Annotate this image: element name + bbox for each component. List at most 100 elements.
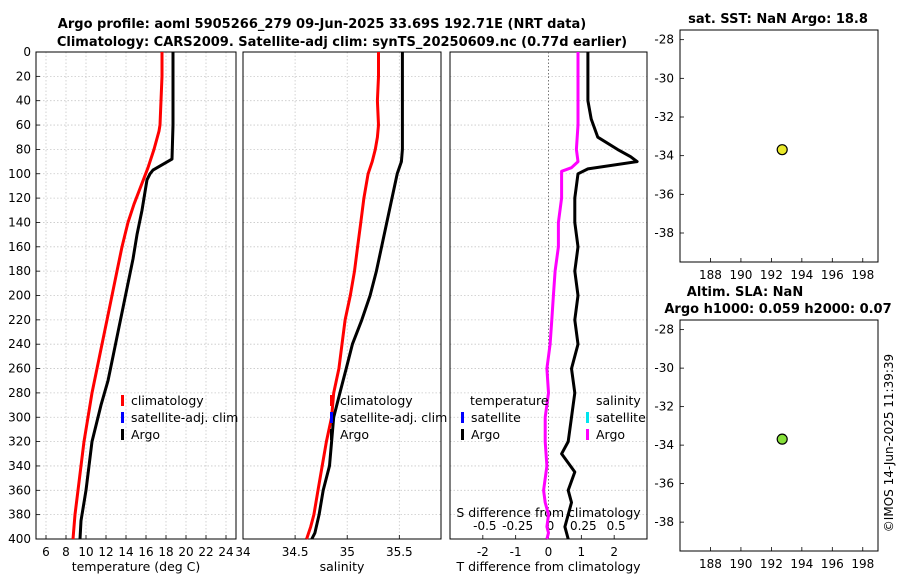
- sst_map-ytick-label: -38: [654, 226, 674, 240]
- s-diff-tick-label: 0.5: [607, 519, 626, 533]
- differences-xtick-label: 2: [610, 545, 618, 559]
- sst_map-ytick-label: -30: [654, 71, 674, 85]
- legend-t-argo-label: Argo: [471, 427, 500, 442]
- s-diff-tick-label: 0: [547, 519, 555, 533]
- salinity-xlabel: salinity: [320, 559, 365, 574]
- temperature-plot-area: [36, 52, 236, 539]
- legend-salinity-title: salinity: [596, 393, 641, 408]
- depth-tick-label: 160: [8, 240, 31, 254]
- differences-xlabel: T difference from climatology: [455, 559, 641, 574]
- temperature-legend-0-swatch: [121, 395, 124, 406]
- temperature-xtick-label: 16: [138, 545, 153, 559]
- sst_map-xtick-label: 188: [699, 268, 722, 282]
- temperature-legend-0-label: climatology: [131, 393, 204, 408]
- argo-temperature-diff-line: [560, 52, 639, 540]
- depth-tick-label: 200: [8, 289, 31, 303]
- depth-tick-label: 180: [8, 264, 31, 278]
- sla_map-ytick-label: -38: [654, 515, 674, 529]
- legend-t-satellite-swatch: [461, 412, 464, 423]
- temperature-xtick-label: 8: [62, 545, 70, 559]
- depth-tick-label: 260: [8, 362, 31, 376]
- sla_map-ytick-label: -32: [654, 400, 674, 414]
- legend-temperature-title: temperature: [470, 393, 549, 408]
- temperature-xtick-label: 18: [158, 545, 173, 559]
- sla_map-xtick-label: 192: [760, 557, 783, 571]
- figure-title-line2: Climatology: CARS2009. Satellite-adj cli…: [57, 35, 627, 50]
- temperature-argo-line: [78, 52, 175, 540]
- s-diff-tick-label: -0.25: [502, 519, 533, 533]
- sla_map-ytick-label: -30: [654, 361, 674, 375]
- salinity-xtick-label: 35: [340, 545, 355, 559]
- salinity-xtick-label: 35.5: [386, 545, 413, 559]
- depth-tick-label: 60: [16, 118, 31, 132]
- temperature-xtick-label: 14: [118, 545, 133, 559]
- depth-tick-label: 280: [8, 386, 31, 400]
- sla_map-xtick-label: 188: [699, 557, 722, 571]
- sst_map-ytick-label: -28: [654, 33, 674, 47]
- legend-t-argo-swatch: [461, 429, 464, 440]
- sla-panel-title-line1: Altim. SLA: NaN: [687, 285, 803, 300]
- salinity-legend-1-label: satellite-adj. clim: [340, 410, 447, 425]
- sla_map-xtick-label: 194: [790, 557, 813, 571]
- depth-tick-label: 360: [8, 483, 31, 497]
- depth-tick-label: 120: [8, 191, 31, 205]
- temperature-xtick-label: 6: [42, 545, 50, 559]
- salinity-xtick-label: 34: [235, 545, 250, 559]
- differences-xtick-label: 0: [545, 545, 553, 559]
- salinity-legend-2-swatch: [330, 429, 333, 440]
- depth-tick-label: 300: [8, 410, 31, 424]
- depth-tick-label: 140: [8, 215, 31, 229]
- salinity-legend-0-label: climatology: [340, 393, 413, 408]
- legend-s-satellite-label: satellite: [596, 410, 646, 425]
- sst_map-ytick-label: -32: [654, 110, 674, 124]
- salinity-xtick-label: 34.5: [282, 545, 309, 559]
- differences-xtick-label: -1: [510, 545, 522, 559]
- sla_map-ytick-label: -34: [654, 438, 674, 452]
- sst_map-argo-location-marker: [776, 144, 788, 156]
- depth-tick-label: 80: [16, 142, 31, 156]
- depth-tick-label: 220: [8, 313, 31, 327]
- salinity-axes-frame: [242, 51, 442, 540]
- s-diff-tick-label: 0.25: [570, 519, 597, 533]
- sla_map-xtick-label: 198: [851, 557, 874, 571]
- temperature-xlabel: temperature (deg C): [72, 559, 201, 574]
- salinity-legend-0-swatch: [330, 395, 333, 406]
- depth-tick-label: 0: [23, 45, 31, 59]
- legend-s-satellite-swatch: [586, 412, 589, 423]
- legend-s-argo-label: Argo: [596, 427, 625, 442]
- depth-tick-label: 240: [8, 337, 31, 351]
- temperature-legend-2-swatch: [121, 429, 124, 440]
- differences-xtick-label: 1: [578, 545, 586, 559]
- temperature-legend-1-swatch: [121, 412, 124, 423]
- temperature-xtick-label: 22: [198, 545, 213, 559]
- temperature-xtick-label: 24: [218, 545, 233, 559]
- sst_map-xtick-label: 198: [851, 268, 874, 282]
- sla_map-xtick-label: 196: [821, 557, 844, 571]
- sla_map-xtick-label: 190: [729, 557, 752, 571]
- s-diff-tick-label: -0.5: [473, 519, 496, 533]
- timestamp-stamp: ©IMOS 14-Jun-2025 11:39:39: [882, 354, 896, 532]
- salinity-legend-2-label: Argo: [340, 427, 369, 442]
- depth-tick-label: 20: [16, 69, 31, 83]
- sst_map-xtick-label: 190: [729, 268, 752, 282]
- sst_map-ytick-label: -36: [654, 187, 674, 201]
- temperature-xtick-label: 12: [98, 545, 113, 559]
- sla-panel-title-line2: Argo h1000: 0.059 h2000: 0.07: [664, 302, 891, 317]
- salinity-legend-1-swatch: [330, 412, 333, 423]
- temperature-xtick-label: 10: [78, 545, 93, 559]
- temperature-xtick-label: 20: [178, 545, 193, 559]
- sst_map-ytick-label: -34: [654, 149, 674, 163]
- temperature-legend-2-label: Argo: [131, 427, 160, 442]
- depth-tick-label: 320: [8, 435, 31, 449]
- depth-tick-label: 400: [8, 532, 31, 546]
- legend-t-satellite-label: satellite: [471, 410, 521, 425]
- depth-tick-label: 40: [16, 94, 31, 108]
- temperature-climatology-line: [71, 52, 164, 540]
- sst-panel-title: sat. SST: NaN Argo: 18.8: [688, 12, 868, 27]
- argo-salinity-diff-line: [542, 52, 580, 540]
- sst_map-xtick-label: 196: [821, 268, 844, 282]
- depth-tick-label: 380: [8, 508, 31, 522]
- sla_map-argo-location-marker: [776, 433, 788, 445]
- figure-title-line1: Argo profile: aoml 5905266_279 09-Jun-20…: [58, 17, 586, 32]
